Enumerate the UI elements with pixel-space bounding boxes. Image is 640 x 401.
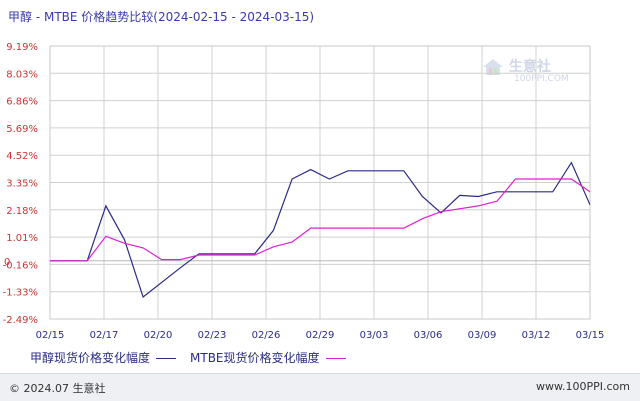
y-tick-label: 3.35%	[6, 179, 38, 190]
chart-title: 甲醇 - MTBE 价格趋势比较(2024-02-15 - 2024-03-15…	[8, 10, 315, 24]
y-tick-label: 2.18%	[6, 206, 38, 217]
watermark-site: 100PPI.COM	[514, 74, 569, 84]
x-tick-label: 03/12	[522, 330, 551, 340]
footer-copyright: © 2024.07 生意社	[9, 382, 106, 395]
y-tick-label: 4.52%	[6, 151, 38, 162]
y-tick-label: -2.49%	[3, 315, 38, 326]
series-line-2	[50, 178, 590, 262]
x-tick-label: 02/23	[198, 330, 227, 340]
y-tick-label: 5.69%	[6, 124, 38, 135]
legend-item-2: MTBE现货价格变化幅度	[190, 349, 346, 366]
x-tick-label: 02/20	[144, 330, 173, 340]
x-tick-label: 02/15	[36, 330, 65, 340]
y-zero-label: 0	[4, 257, 10, 268]
price-trend-chart: 9.19% 8.03% 6.86% 5.69% 4.52% 3.35% 2.18% 1.01%…	[3, 42, 605, 340]
x-tick-label: 03/09	[468, 330, 497, 340]
y-tick-label: -0.16%	[3, 260, 38, 271]
house-logo-icon	[482, 58, 504, 76]
y-tick-label: 6.86%	[6, 97, 38, 108]
plot-border	[49, 45, 591, 320]
footer-bar: © 2024.07 生意社 www.100PPI.com	[0, 373, 640, 401]
legend-label: 甲醇现货价格变化幅度	[30, 351, 151, 365]
x-tick-label: 03/06	[414, 330, 443, 340]
legend-swatch	[325, 358, 346, 359]
x-tick-label: 02/17	[90, 330, 119, 340]
x-tick-label: 02/29	[306, 330, 335, 340]
watermark-logo: 生意社 100PPI.COM	[482, 56, 569, 84]
footer-site-link[interactable]: www.100PPI.com	[536, 380, 630, 393]
y-tick-label: 1.01%	[6, 233, 38, 244]
y-tick-label: 8.03%	[6, 69, 38, 80]
watermark-brand: 生意社	[508, 59, 551, 75]
legend-label: MTBE现货价格变化幅度	[190, 351, 320, 365]
series-line-1	[50, 161, 590, 299]
chart-legend: 甲醇现货价格变化幅度 MTBE现货价格变化幅度	[30, 349, 360, 366]
x-tick-label: 03/03	[360, 330, 389, 340]
y-tick-label: 9.19%	[6, 42, 38, 53]
legend-swatch	[156, 358, 177, 359]
y-tick-label: -1.33%	[3, 288, 38, 299]
x-tick-label: 03/15	[576, 330, 605, 340]
x-tick-label: 02/26	[252, 330, 281, 340]
legend-item-1: 甲醇现货价格变化幅度	[30, 349, 177, 366]
